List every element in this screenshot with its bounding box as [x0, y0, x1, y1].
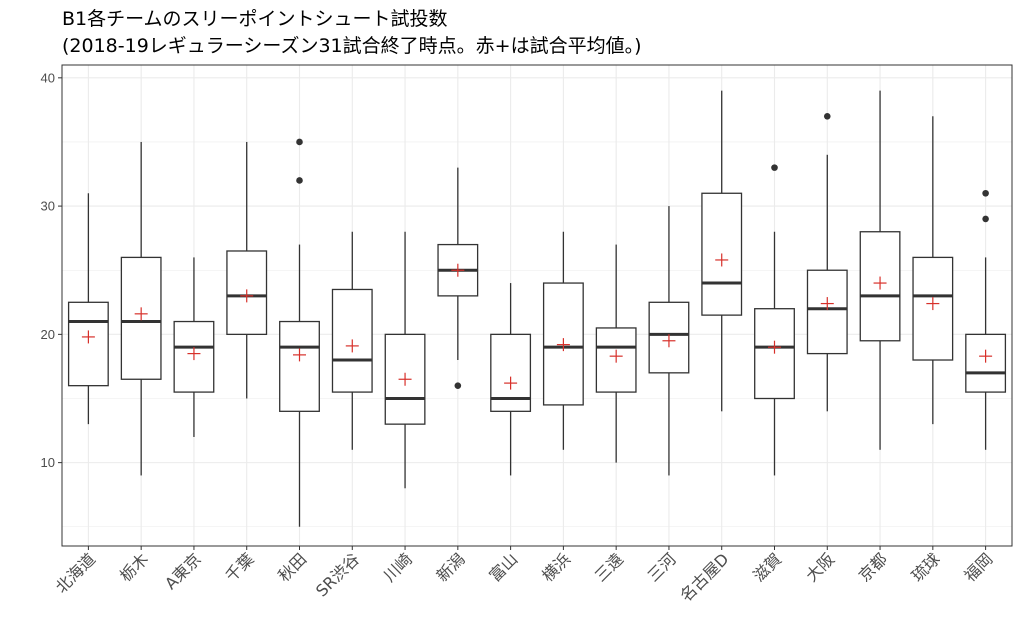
y-tick-label: 10 — [41, 455, 55, 470]
mean-marker — [134, 307, 148, 321]
x-tick-label-A東京: A東京 — [161, 549, 205, 593]
x-tick-label-名古屋D: 名古屋D — [676, 549, 732, 605]
y-tick-label: 30 — [41, 199, 55, 214]
y-tick-label: 40 — [41, 70, 55, 85]
mean-marker — [504, 376, 518, 390]
box-iqr — [806, 269, 848, 355]
box-iqr — [279, 320, 320, 412]
box-滋賀 — [754, 164, 795, 476]
x-tick-label-栃木: 栃木 — [116, 549, 152, 585]
mean-marker — [979, 349, 993, 363]
box-series — [67, 90, 1007, 527]
x-tick-label-SR渋谷: SR渋谷 — [312, 549, 363, 600]
outlier-point — [982, 215, 989, 223]
x-tick-label-琉球: 琉球 — [908, 549, 944, 585]
mean-marker — [715, 253, 729, 267]
x-tick-label-三遠: 三遠 — [591, 549, 627, 585]
box-琉球 — [912, 116, 954, 425]
box-栃木 — [120, 141, 162, 476]
x-tick-label-大阪: 大阪 — [802, 549, 838, 585]
box-三河 — [648, 206, 690, 476]
box-福岡 — [965, 189, 1007, 450]
mean-marker — [556, 338, 570, 352]
mean-marker — [187, 347, 201, 361]
x-tick-label-秋田: 秋田 — [274, 549, 310, 585]
x-tick-label-千葉: 千葉 — [221, 549, 257, 585]
box-A東京 — [173, 257, 215, 437]
mean-marker — [345, 339, 359, 353]
box-京都 — [859, 90, 901, 450]
chart-subtitle-line-2: (2018-19レギュラーシーズン31試合終了時点。赤+は試合平均値。) — [62, 35, 642, 57]
x-tick-label-滋賀: 滋賀 — [749, 549, 785, 585]
x-tick-label-新潟: 新潟 — [433, 549, 469, 585]
mean-marker — [926, 297, 940, 311]
mean-marker — [451, 263, 465, 277]
box-名古屋D — [701, 90, 743, 412]
x-tick-label-横浜: 横浜 — [538, 549, 574, 585]
outlier-point — [454, 382, 462, 389]
box-北海道 — [67, 193, 109, 425]
panel-border — [61, 64, 1013, 547]
x-tick-label-北海道: 北海道 — [52, 549, 99, 596]
box-大阪 — [806, 113, 848, 412]
mean-marker — [398, 372, 412, 386]
y-axis: 10 20 30 40 — [41, 70, 62, 470]
box-富山 — [490, 283, 532, 476]
outlier-point — [296, 138, 303, 146]
mean-marker — [240, 289, 254, 303]
outlier-point — [982, 189, 989, 197]
mean-marker — [820, 297, 834, 311]
box-iqr — [67, 301, 109, 387]
box-千葉 — [226, 141, 268, 399]
x-tick-label-福岡: 福岡 — [960, 549, 996, 585]
mean-marker — [609, 349, 623, 363]
mean-marker — [873, 276, 887, 290]
box-秋田 — [279, 138, 320, 527]
mean-marker — [662, 334, 676, 348]
box-三遠 — [595, 244, 637, 463]
box-川崎 — [384, 231, 426, 489]
x-tick-label-富山: 富山 — [485, 549, 521, 585]
chart-title-line-1: B1各チームのスリーポイントシュート試投数 — [62, 8, 448, 30]
x-tick-label-京都: 京都 — [855, 549, 891, 585]
mean-marker — [293, 348, 306, 362]
box-横浜 — [542, 231, 584, 450]
x-tick-label-三河: 三河 — [644, 549, 680, 585]
mean-marker — [768, 340, 781, 354]
box-SR渋谷 — [331, 231, 373, 450]
y-tick-label: 20 — [41, 327, 55, 342]
box-新潟 — [437, 167, 479, 389]
chart-title: B1各チームのスリーポイントシュート試投数 (2018-19レギュラーシーズン3… — [62, 6, 641, 60]
box-iqr — [965, 333, 1007, 393]
outlier-point — [823, 113, 831, 120]
mean-marker — [81, 330, 95, 344]
outlier-point — [771, 164, 778, 171]
outlier-point — [296, 177, 303, 184]
x-tick-label-川崎: 川崎 — [380, 549, 416, 585]
